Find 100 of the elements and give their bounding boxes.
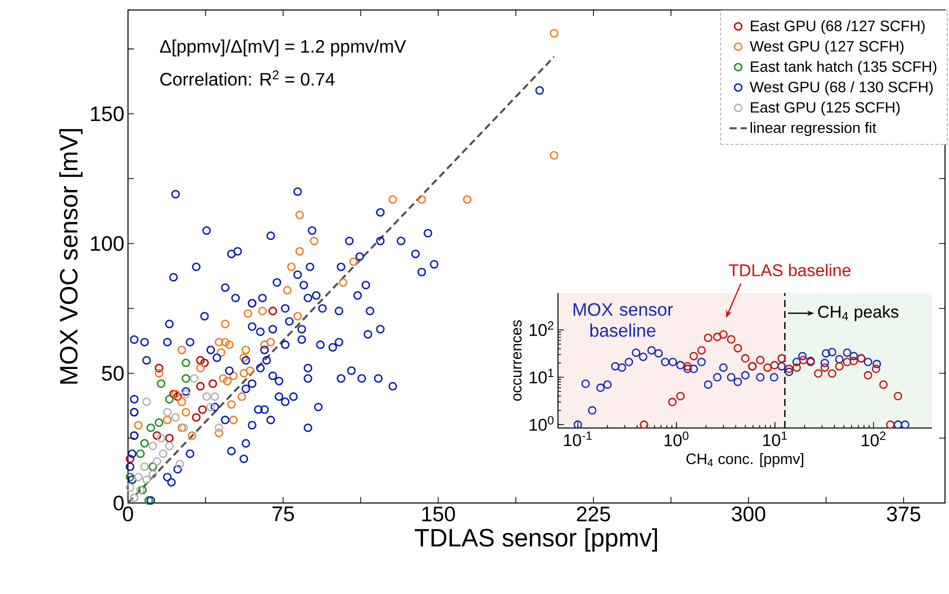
point [136,449,145,458]
annotation: Correlation: R$^{2}$ = 0.74 [160,70,335,86]
point [196,356,205,365]
point [196,364,205,372]
point [148,470,158,479]
legend-label: East GPU (68 /127 SCFH) [750,20,925,34]
point [349,257,358,266]
point [220,320,230,328]
point [287,262,296,272]
point [218,374,228,383]
point [156,434,166,442]
annotation: Δ[ppmv]/Δ[mV] = 1.2 ppmv/mV [160,40,406,56]
point [177,398,186,406]
point [142,475,151,484]
point [196,382,205,391]
point [550,29,558,38]
y-tick-label: 50 [102,366,124,381]
point [158,449,168,458]
point [338,278,348,287]
point [182,358,190,368]
x-tick-label: 10$^{0}$ [664,432,688,446]
point [462,195,472,204]
point [177,423,186,432]
point [126,472,134,482]
point [200,358,209,368]
point [146,423,156,432]
point [126,483,134,492]
point [208,379,218,388]
legend-label: linear regression fit [750,122,876,136]
point [198,405,207,414]
point [165,434,174,442]
point [268,306,278,316]
annotation: TDLAS baseline [728,264,851,276]
point [240,368,248,378]
point [134,420,143,430]
point [140,439,149,448]
annotation: MOX sensor baseline [574,303,673,337]
point [237,392,246,401]
point [227,400,236,409]
x-tick-label: 0 [122,506,134,522]
legend-label: East tank hatch (135 SCFH) [750,60,936,75]
point [182,374,190,383]
point [171,413,180,422]
point [152,457,162,466]
x-tick-label: 10$^{1}$ [763,432,787,446]
x-axis-title: CH$_{4}$ conc. [ppmv] [686,453,804,468]
point [154,368,164,378]
point [258,306,267,316]
point [246,366,254,375]
x-axis-title: TDLAS sensor [ppmv] [414,528,657,552]
point [550,151,558,160]
point [148,442,158,450]
point [293,312,302,320]
point [229,416,238,424]
point [388,195,398,204]
x-tick-label: 10$^{-1}$ [564,432,592,446]
point [295,247,304,256]
point [140,462,149,471]
point [152,431,162,440]
point [417,195,426,204]
point [156,379,166,388]
point [214,423,224,432]
y-tick-label: 10$^{0}$ [530,416,554,431]
point [282,286,292,295]
point [229,372,238,380]
point [182,390,190,398]
point [214,338,224,346]
y-axis-title: occurrences [513,320,522,401]
y-axis-title: MOX VOC sensor [mV] [59,129,83,384]
point [192,413,201,422]
legend-label: West GPU (68 / 130 SCFH) [750,81,933,96]
point [148,462,158,471]
y-tick-label: 0 [114,496,124,510]
y-tick-label: 150 [91,106,124,122]
x-tick-label: 10$^{2}$ [862,432,886,446]
point [295,210,304,220]
point [225,340,234,350]
point [165,442,174,450]
x-tick-label: 150 [422,506,455,522]
point [154,364,164,372]
point [216,348,226,357]
point [210,392,220,401]
legend-label: East GPU (125 SCFH) [750,102,900,116]
point [190,374,198,383]
point [163,416,172,424]
x-tick-label: 225 [576,506,610,522]
x-tick-label: 375 [886,506,920,522]
point [154,418,164,427]
point [310,236,318,246]
point [163,408,172,416]
point [180,423,188,432]
point [244,309,252,318]
point [220,338,230,346]
point [222,376,232,386]
point [202,392,211,401]
point [165,394,174,404]
point [134,472,143,482]
point [188,431,196,440]
point [214,428,224,438]
point [242,346,250,354]
